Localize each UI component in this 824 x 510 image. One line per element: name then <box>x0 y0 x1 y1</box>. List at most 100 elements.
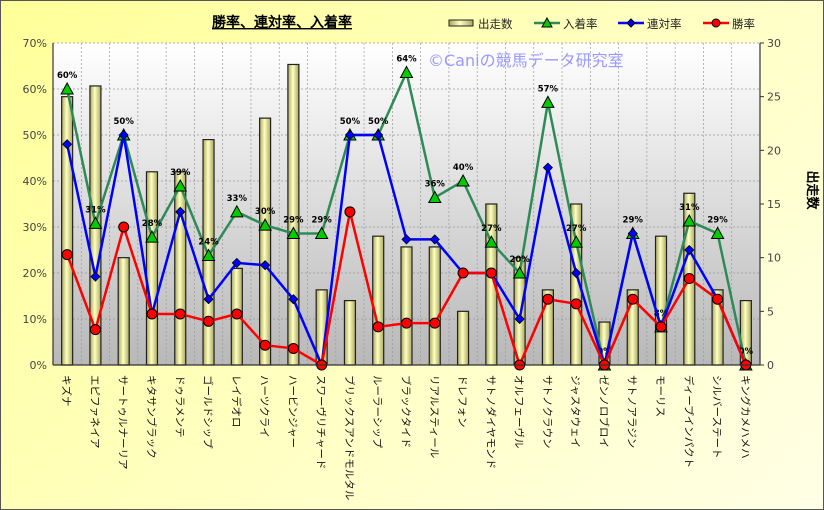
legend-label: 出走数 <box>478 17 513 31</box>
marker-rentai <box>627 228 638 239</box>
category-label: ドレフォン <box>456 375 468 428</box>
marker-win <box>61 249 73 261</box>
bar-starts <box>428 246 441 366</box>
marker-rentai <box>62 139 73 150</box>
right-axis-title: 出走数 <box>804 170 820 210</box>
marker-win <box>542 293 554 305</box>
bar-starts <box>61 96 74 366</box>
bar-starts <box>456 310 470 366</box>
marker-win <box>146 308 158 320</box>
marker-rentai <box>429 234 440 245</box>
marker-win <box>627 293 639 305</box>
marker-win <box>655 321 667 333</box>
category-label: ゴールドシップ <box>202 375 215 449</box>
marker-win <box>570 298 582 310</box>
bar-starts <box>145 171 159 366</box>
data-label-place: 64% <box>396 54 417 64</box>
category-label: ハーツクライ <box>258 375 270 438</box>
marker-place <box>258 218 272 231</box>
marker-rentai <box>203 294 214 305</box>
category-label: リアルスティール <box>428 375 440 458</box>
data-label-place: 39% <box>170 168 191 178</box>
watermark: ©Caniの競馬データ研究室 <box>428 51 624 70</box>
category-label: スワーヴリチャード <box>315 375 328 469</box>
marker-win <box>401 317 412 329</box>
marker-rentai <box>90 271 101 282</box>
marker-rentai <box>260 260 271 271</box>
category-label: ディープインパクト <box>682 375 695 468</box>
marker-rentai <box>344 129 356 141</box>
marker-win <box>372 321 384 333</box>
data-label-place: 0% <box>597 347 612 357</box>
legend-marker-diamond-icon <box>626 18 636 28</box>
left-tick-label: 0% <box>30 359 47 372</box>
legend-label: 勝率 <box>732 17 755 31</box>
data-label-place: 8% <box>654 309 669 319</box>
marker-place <box>399 65 414 78</box>
left-tick-label: 50% <box>23 129 47 142</box>
bar-starts <box>654 235 668 366</box>
data-label-place: 36% <box>425 180 446 190</box>
data-label-place: 50% <box>340 117 361 127</box>
data-label-place: 57% <box>538 84 559 94</box>
marker-win <box>203 315 215 327</box>
data-label-place: 60% <box>57 71 78 81</box>
bar-starts <box>117 257 130 366</box>
marker-place <box>201 248 216 262</box>
marker-place <box>88 216 103 229</box>
legend-swatch-bar <box>448 19 474 27</box>
data-label-place: 33% <box>227 194 248 204</box>
marker-win <box>287 342 299 354</box>
left-tick-label: 10% <box>23 313 47 326</box>
right-tick-label: 30 <box>767 37 781 50</box>
data-label-place: 29% <box>283 215 304 225</box>
right-tick-label: 15 <box>767 198 781 211</box>
category-label: ブリックスアンドモルタル <box>343 375 356 500</box>
marker-place <box>456 173 470 187</box>
marker-rentai <box>373 129 384 141</box>
data-label-place: 29% <box>623 215 644 225</box>
marker-win <box>118 221 130 233</box>
category-label: ブラックタイド <box>400 375 413 448</box>
category-label: ルーラーシップ <box>371 375 383 449</box>
category-label: キタサンブラック <box>145 375 158 459</box>
marker-place <box>512 265 527 279</box>
marker-win <box>429 317 441 329</box>
left-tick-label: 40% <box>23 175 47 188</box>
data-label-place: 29% <box>707 215 728 225</box>
marker-place <box>286 226 301 239</box>
right-tick-label: 5 <box>767 305 774 318</box>
data-label-place: 24% <box>198 238 219 248</box>
category-label: サートゥルナーリア <box>117 375 129 470</box>
chart-title: 勝率、連対率、入着率 <box>212 14 352 31</box>
marker-rentai <box>684 244 695 256</box>
marker-win <box>712 293 724 305</box>
category-label: キズナ <box>60 375 73 407</box>
left-tick-label: 30% <box>23 221 47 234</box>
marker-rentai <box>514 313 525 325</box>
category-label: ジャスタウェイ <box>569 375 581 448</box>
marker-place <box>427 190 442 204</box>
marker-place <box>173 179 188 192</box>
category-label: ドゥラメンテ <box>173 375 185 438</box>
data-label-place: 27% <box>566 224 587 234</box>
right-tick-label: 25 <box>767 91 781 104</box>
marker-win <box>259 339 271 351</box>
data-label-place: 40% <box>453 163 474 173</box>
marker-place <box>314 226 329 239</box>
category-label: シルバーステート <box>711 375 723 458</box>
category-label: サトノアラジン <box>626 375 638 448</box>
data-label-place: 0% <box>739 347 754 357</box>
marker-place <box>60 81 74 95</box>
category-label: オルフェーヴル <box>513 375 526 449</box>
marker-win <box>485 267 497 279</box>
legend-label: 連対率 <box>647 17 682 31</box>
marker-place <box>229 204 244 218</box>
marker-place <box>145 230 159 243</box>
legend-label: 入着率 <box>563 17 598 31</box>
data-label-place: 27% <box>481 224 502 234</box>
marker-rentai <box>542 162 553 173</box>
category-label: キングカメハメハ <box>739 375 752 459</box>
category-label: ゼンノロブロイ <box>597 375 610 448</box>
marker-place <box>541 95 555 108</box>
